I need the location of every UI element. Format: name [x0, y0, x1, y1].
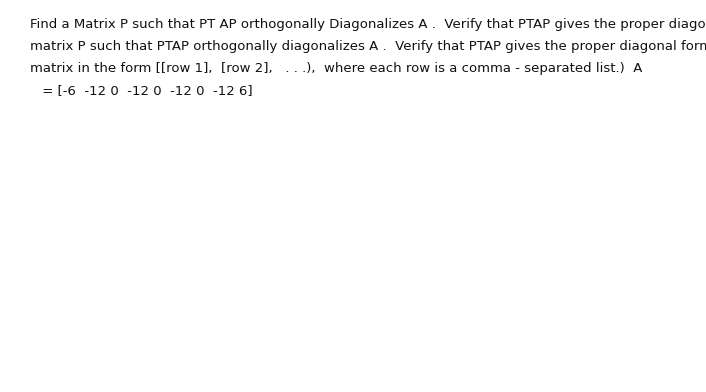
Text: Find a Matrix P such that PT AP orthogonally Diagonalizes A .  Verify that PTAP : Find a Matrix P such that PT AP orthogon…: [30, 18, 706, 31]
Text: matrix in the form [[row 1],  [row 2],   . . .),  where each row is a comma - se: matrix in the form [[row 1], [row 2], . …: [30, 62, 642, 75]
Text: matrix P such that PTAP orthogonally diagonalizes A .  Verify that PTAP gives th: matrix P such that PTAP orthogonally dia…: [30, 40, 706, 53]
Text: = [-6  -12 0  -12 0  -12 0  -12 6]: = [-6 -12 0 -12 0 -12 0 -12 6]: [38, 84, 253, 97]
